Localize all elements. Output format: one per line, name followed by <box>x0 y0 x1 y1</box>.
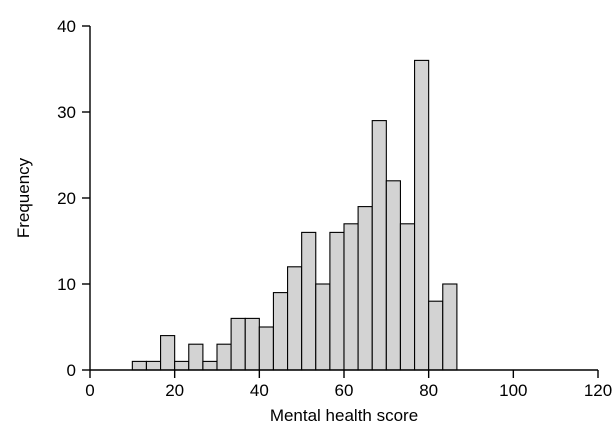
x-tick-label: 0 <box>85 381 94 400</box>
histogram-bar <box>258 326 274 371</box>
y-tick-label: 40 <box>57 17 76 36</box>
histogram-bar <box>343 223 359 371</box>
histogram-bar <box>160 335 176 371</box>
histogram-bar <box>272 292 289 371</box>
y-tick-label: 20 <box>57 189 76 208</box>
histogram-bar <box>357 206 373 371</box>
histogram-bar <box>188 343 204 371</box>
histogram-bar <box>399 223 416 371</box>
x-ticks: 0 20 40 60 80 100 120 <box>85 370 612 400</box>
histogram-bar <box>287 266 303 371</box>
y-tick-label: 0 <box>67 361 76 380</box>
y-ticks: 0 10 20 30 40 <box>57 17 90 380</box>
y-axis-label: Frequency <box>14 157 33 238</box>
histogram-bar <box>202 360 218 371</box>
histogram-bar <box>230 317 246 371</box>
histogram-bar <box>371 120 387 371</box>
histogram-bar <box>329 231 345 371</box>
y-tick-label: 30 <box>57 103 76 122</box>
y-tick-label: 10 <box>57 275 76 294</box>
x-axis-label: Mental health score <box>270 406 418 425</box>
histogram-bar <box>428 300 444 371</box>
histogram-bar <box>216 343 232 371</box>
histogram-bar <box>315 283 331 371</box>
histogram-bar <box>174 360 190 371</box>
x-tick-label: 100 <box>499 381 527 400</box>
x-tick-label: 80 <box>419 381 438 400</box>
histogram-bar <box>385 180 401 371</box>
histogram-bar <box>244 317 260 371</box>
histogram-bar <box>131 360 147 371</box>
histogram-bar <box>442 283 458 371</box>
histogram-bar <box>145 360 162 371</box>
x-tick-label: 40 <box>250 381 269 400</box>
x-tick-label: 20 <box>165 381 184 400</box>
x-tick-label: 60 <box>335 381 354 400</box>
histogram-bar <box>301 231 317 371</box>
bars-group <box>131 59 458 371</box>
histogram-bar <box>414 59 430 371</box>
x-tick-label: 120 <box>584 381 612 400</box>
